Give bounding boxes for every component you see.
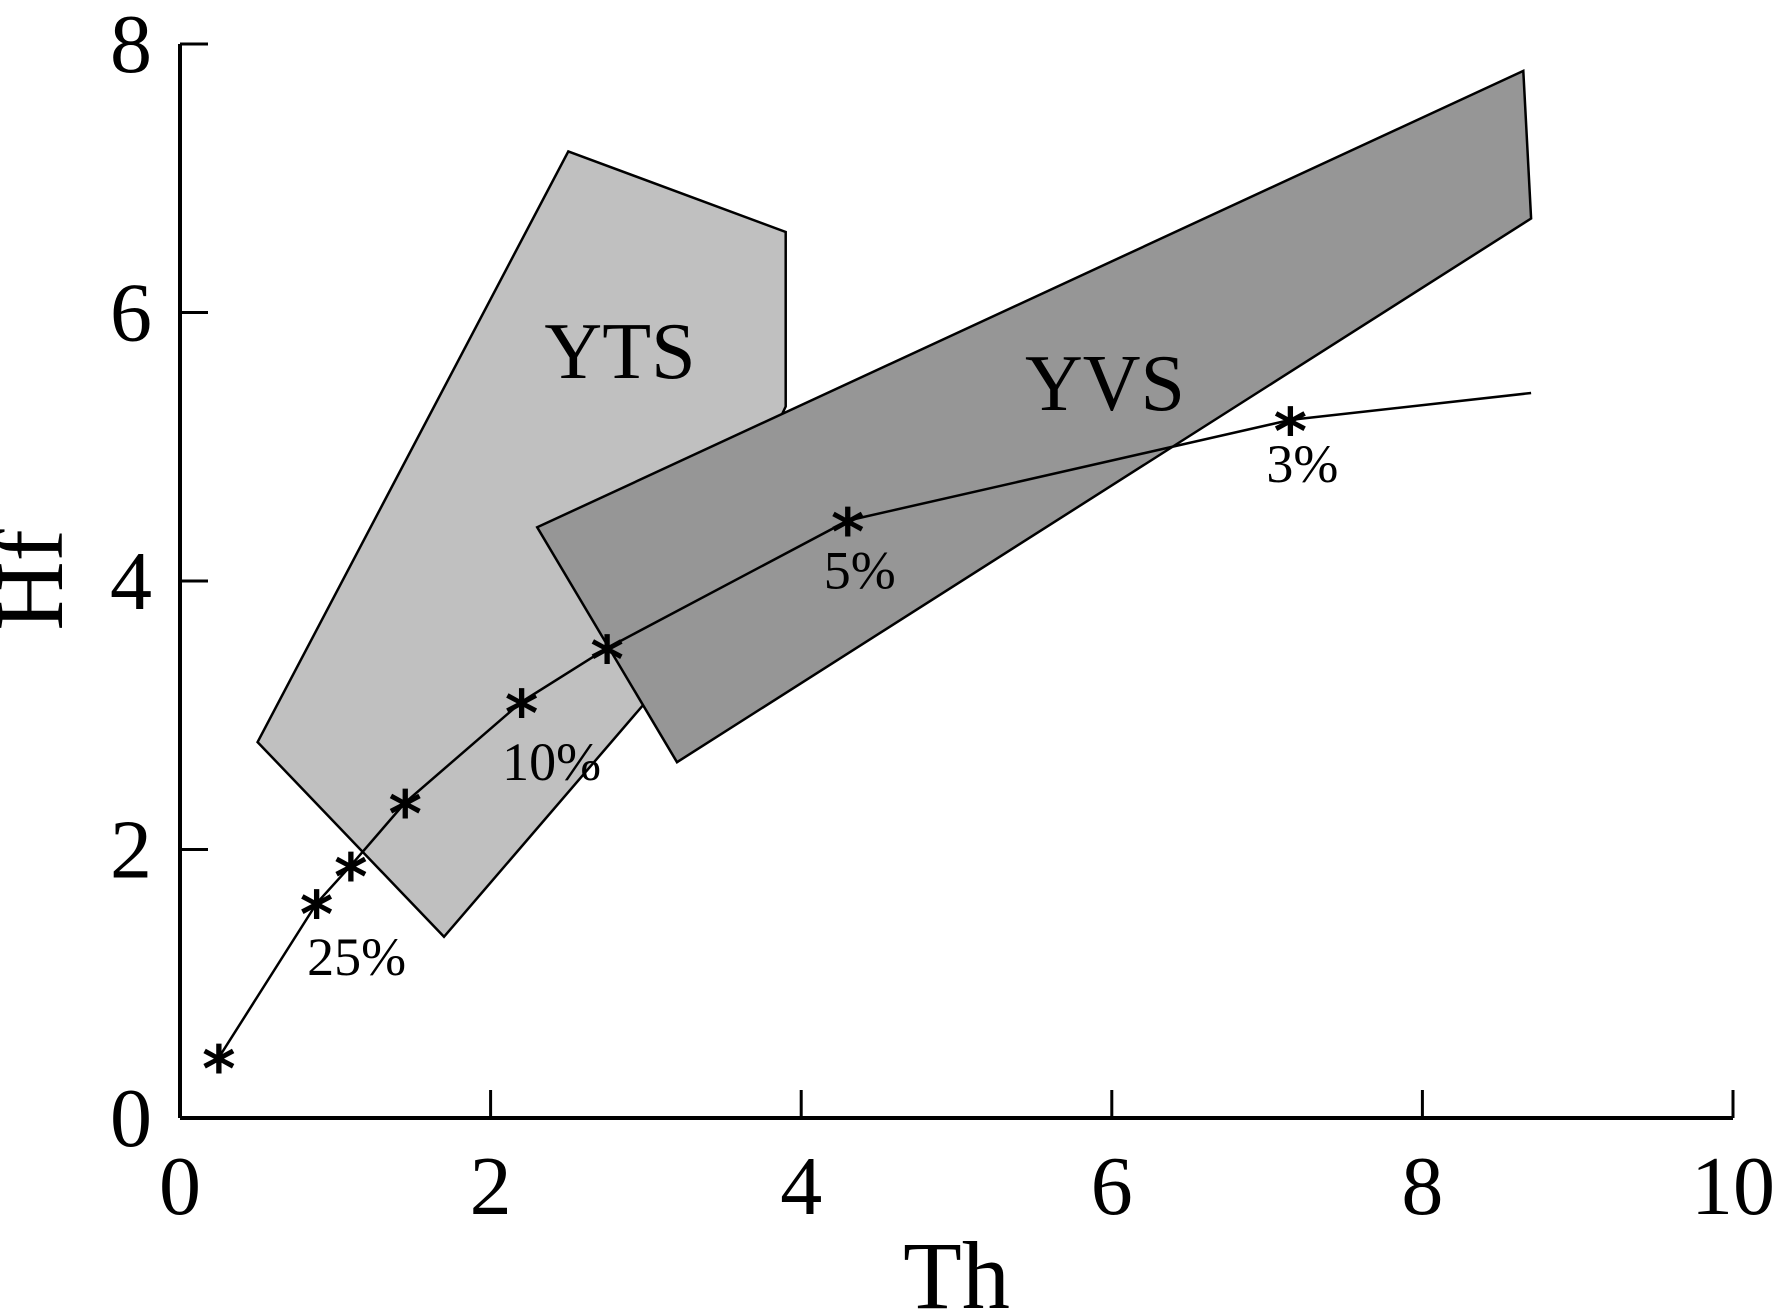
x-tick-label: 4 [780,1140,822,1233]
data-point: * [300,879,333,953]
region-label-yvs: YVS [1025,340,1185,428]
data-point: * [1274,396,1307,470]
data-point: * [505,678,538,752]
series: ******** [202,391,1532,1108]
percent-label: 5% [824,541,896,601]
y-tick-label: 8 [110,0,152,91]
x-tick-label: 0 [159,1140,201,1233]
data-point: * [334,842,367,916]
percent-label: 3% [1266,434,1338,494]
x-tick-label: 6 [1091,1140,1133,1233]
y-tick-label: 4 [110,535,152,628]
axes: 0 2 4 6 8 10 0 2 4 6 8 [110,0,1775,1233]
region-label-yts: YTS [544,308,695,396]
y-axis-title: Hf [0,529,83,630]
x-tick-label: 8 [1401,1140,1443,1233]
annotations: 25% 10% 5% 3% [307,434,1338,987]
regions: YTS YVS [256,68,1533,939]
y-tick-label: 6 [110,267,152,360]
percent-label: 25% [307,927,406,987]
series-line [217,391,1532,1059]
percent-label: 10% [502,732,601,792]
region-yvs [535,68,1533,764]
y-tick-label: 0 [110,1072,152,1165]
data-point: * [388,779,421,853]
data-point: * [590,624,623,698]
x-tick-label: 10 [1691,1140,1775,1233]
x-axis-title: Th [903,1222,1010,1316]
data-point: * [831,497,864,571]
x-tick-label: 2 [470,1140,512,1233]
region-yts [256,149,787,939]
data-point: * [202,1034,235,1108]
y-tick-label: 2 [110,804,152,897]
